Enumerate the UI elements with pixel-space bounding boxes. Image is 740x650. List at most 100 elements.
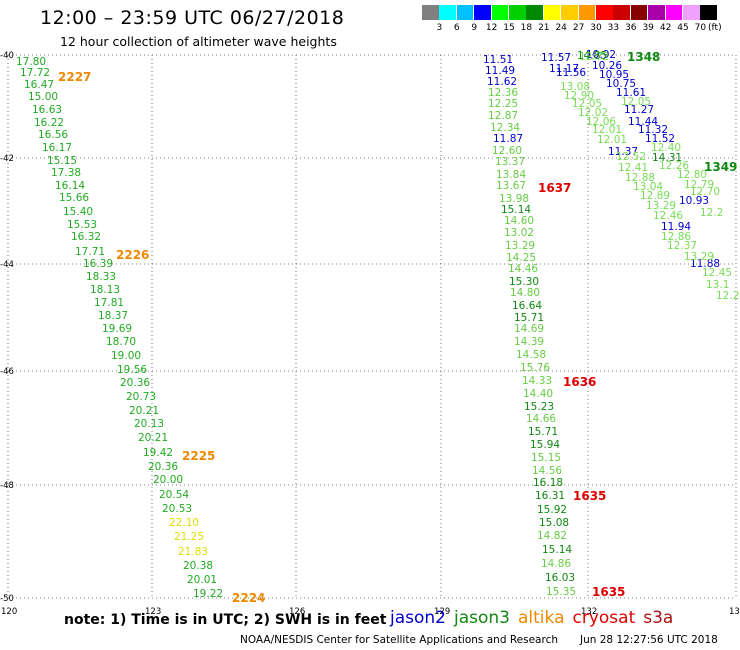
wave-height-value: 14.56 [532, 465, 563, 477]
wave-height-value: 22.10 [169, 517, 200, 529]
wave-height-value: 19.56 [117, 364, 148, 376]
wave-height-value: 19.00 [111, 350, 142, 362]
wave-height-value: 13.29 [646, 200, 677, 212]
wave-height-value: 12.36 [488, 87, 519, 99]
wave-height-value: 20.36 [148, 461, 179, 473]
wave-height-value: 11.32 [638, 124, 669, 136]
wave-height-value: 15.76 [520, 362, 551, 374]
wave-height-value: 16.31 [535, 490, 566, 502]
wave-height-value: 10.26 [592, 60, 623, 72]
wave-height-value: 15.14 [501, 204, 532, 216]
wave-height-value: 14.58 [516, 349, 547, 361]
legend-jason2: jason2 [390, 608, 446, 628]
wave-height-value: 19.69 [102, 323, 133, 335]
scale-swatch [683, 5, 700, 20]
wave-height-value: 14.46 [508, 263, 539, 275]
scale-label: 27 [572, 23, 585, 33]
wave-height-value: 20.21 [129, 405, 160, 417]
wave-height-value: 11.94 [661, 221, 692, 233]
wave-height-value: 12.05 [572, 98, 603, 110]
wave-height-value: 15.94 [530, 439, 561, 451]
wave-height-value: 15.71 [528, 426, 559, 438]
wave-height-value: 18.70 [106, 336, 137, 348]
wave-height-value: 17.71 [75, 246, 106, 258]
pass-time-label: 1349 [704, 160, 738, 174]
wave-height-value: 16.17 [42, 142, 73, 154]
wave-height-value: 15.71 [514, 312, 545, 324]
scale-swatch [578, 5, 596, 20]
wave-height-value: 20.00 [153, 474, 184, 486]
wave-height-value: 11.17 [549, 63, 580, 75]
wave-height-value: 17.72 [20, 67, 51, 79]
wave-height-value: 11.87 [493, 133, 524, 145]
wave-height-value: 15.14 [542, 544, 573, 556]
wave-height-value: 11.88 [690, 258, 721, 270]
wave-height-value: 15.30 [509, 276, 540, 288]
wave-height-value: 12.45 [702, 267, 733, 279]
wave-height-value: 12.05 [621, 96, 652, 108]
wave-height-value: 17.81 [94, 297, 125, 309]
scale-label: 42 [659, 23, 672, 33]
scale-label: 15 [503, 23, 515, 33]
wave-height-value: 16.56 [38, 129, 69, 141]
wave-height-value: 18.37 [98, 310, 129, 322]
wave-height-value: 14.39 [514, 336, 545, 348]
longitude-label: 132 [581, 607, 597, 617]
wave-height-value: 17.80 [16, 56, 47, 68]
scale-label: 36 [625, 23, 637, 33]
wave-height-value: 18.33 [86, 271, 117, 283]
wave-height-value: 12.2 [700, 207, 724, 219]
legend-cryosat: cryosat [572, 608, 636, 628]
wave-height-value: 16.14 [55, 180, 86, 192]
wave-height-value: 13.02 [504, 227, 535, 239]
pass-time-label: 2225 [182, 449, 216, 463]
latitude-label: -44 [0, 260, 14, 270]
wave-height-value: 10.93 [679, 195, 710, 207]
wave-height-value: 20.53 [162, 503, 193, 515]
scale-label: 21 [538, 23, 550, 33]
wave-height-value: 20.38 [183, 560, 214, 572]
wave-height-value: 16.22 [34, 117, 65, 129]
wave-height-value: 10.92 [586, 49, 617, 61]
scale-swatch [456, 5, 474, 20]
longitude-label: 135 [729, 607, 740, 617]
scale-swatch [665, 5, 683, 20]
wave-height-value: 12.52 [616, 151, 647, 163]
wave-height-value: 20.36 [120, 377, 151, 389]
longitude-label: 120 [1, 607, 17, 617]
wave-height-value: 12.34 [490, 122, 521, 134]
wave-height-value: 12.01 [597, 134, 628, 146]
wave-height-value: 18.13 [90, 284, 121, 296]
legend-s3a: s3a [643, 608, 674, 628]
wave-height-value: 12.40 [651, 142, 682, 154]
pass-time-label: 1635 [592, 585, 626, 599]
wave-height-value: 13.29 [684, 251, 715, 263]
wave-height-value: 12.46 [653, 210, 684, 222]
wave-height-value: 13.98 [499, 193, 530, 205]
wave-height-value: 13.37 [495, 156, 526, 168]
scale-label: 45 [677, 23, 689, 33]
wave-height-value: 10.75 [606, 78, 637, 90]
wave-height-value: 13.84 [496, 169, 527, 181]
wave-height-value: 14.31 [652, 152, 683, 164]
scale-swatch [439, 5, 456, 20]
wave-height-value: 10.95 [599, 69, 630, 81]
wave-height-value: 12.41 [618, 162, 649, 174]
wave-height-value: 11.27 [624, 104, 655, 116]
scale-swatch [596, 5, 613, 20]
wave-height-value: 11.57 [541, 52, 572, 64]
wave-height-value: 12.72 [579, 51, 610, 63]
wave-height-value: 16.18 [533, 477, 564, 489]
satellite-legend: jason2 jason3 altika cryosat s3a [390, 608, 681, 628]
wave-height-value: 12.26 [659, 160, 690, 172]
wave-height-value: 15.53 [67, 219, 98, 231]
wave-height-value: 20.01 [187, 574, 218, 586]
wave-height-value: 11.62 [487, 76, 518, 88]
scale-label: 18 [520, 23, 533, 33]
footer-note: note: 1) Time is in UTC; 2) SWH is in fe… [64, 612, 387, 628]
legend-altika: altika [518, 608, 565, 628]
wave-height-value: 21.25 [174, 531, 205, 543]
wave-height-value: 14.80 [510, 287, 541, 299]
wave-height-value: 17.38 [51, 167, 82, 179]
generation-timestamp: Jun 28 12:27:56 UTC 2018 [580, 634, 718, 646]
